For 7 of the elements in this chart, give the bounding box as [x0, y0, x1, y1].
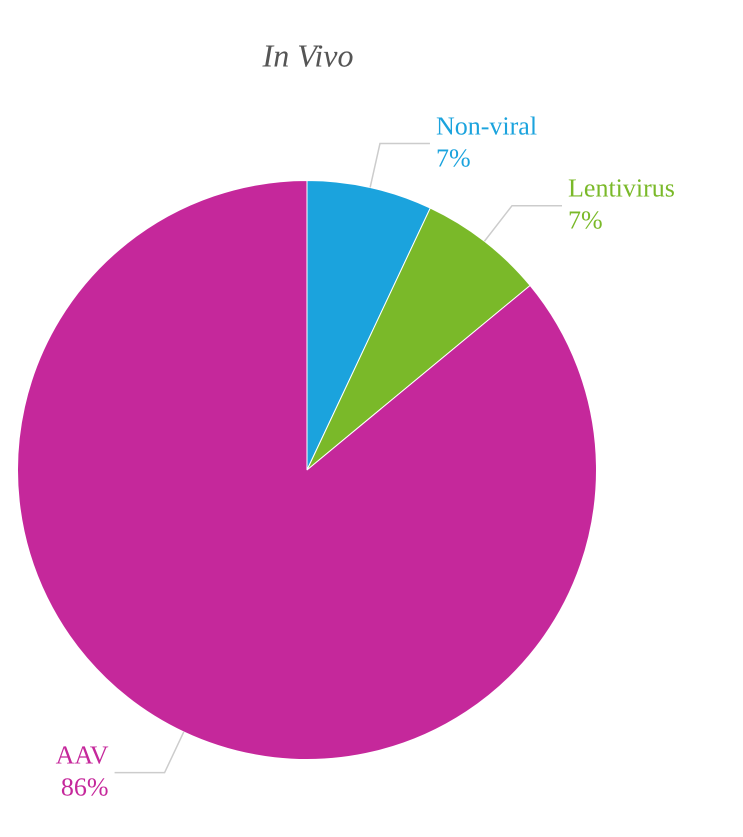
data-label: 86%: [60, 772, 109, 802]
data-label: 7%: [568, 206, 603, 235]
slice-label: AAV: [56, 740, 109, 770]
slice-label: Non-viral: [436, 111, 538, 140]
slice-label: Lentivirus: [568, 174, 675, 203]
chart-title: In Vivo: [262, 37, 354, 74]
data-label: 7%: [436, 143, 471, 172]
